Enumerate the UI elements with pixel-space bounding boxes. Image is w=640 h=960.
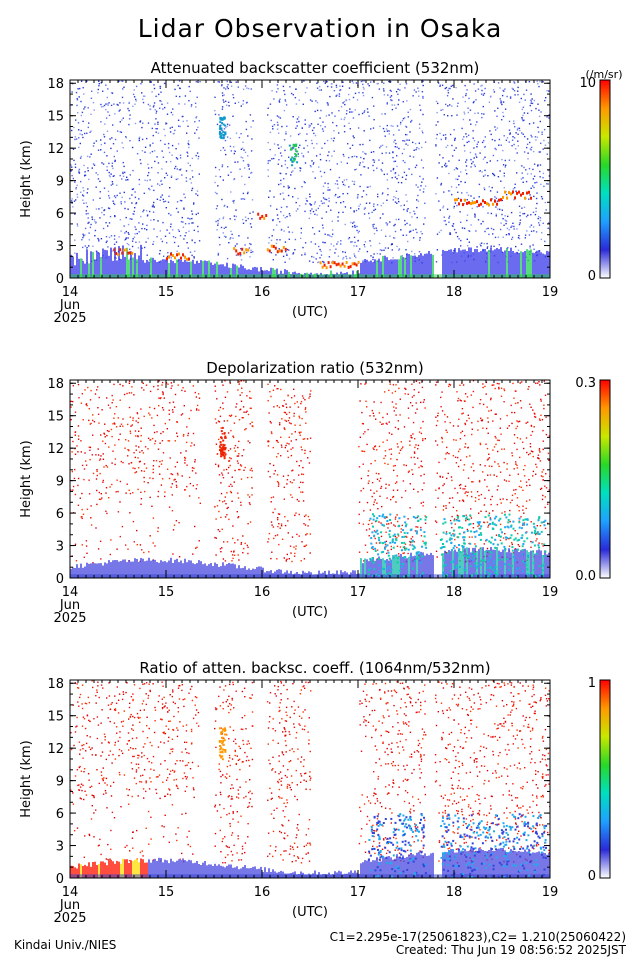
y-tick-label: 15 (47, 710, 64, 725)
y-tick-label: 0 (56, 572, 64, 587)
x-tick-label: 18 (446, 285, 463, 300)
y-tick-label: 18 (47, 377, 64, 392)
x-tick-label: 16 (254, 885, 271, 900)
x-tick-label: 16 (254, 285, 271, 300)
y-tick-label: 3 (56, 540, 64, 555)
x-tick-label: 19 (542, 885, 559, 900)
x-axis-title: (UTC) (292, 605, 328, 620)
aerosol-layer (218, 727, 548, 878)
colorbar (599, 379, 611, 579)
y-tick-label: 0 (56, 272, 64, 287)
y-tick-label: 12 (47, 742, 64, 757)
panel-title: Ratio of atten. backsc. coeff. (1064nm/5… (139, 659, 490, 677)
colorbar (599, 679, 611, 879)
colorbar-bottom-label: 0 (588, 869, 596, 884)
x-tick-label: 15 (158, 885, 175, 900)
x-tick-label: 14 (62, 285, 79, 300)
y-tick-label: 6 (56, 507, 64, 522)
panel-3: Ratio of atten. backsc. coeff. (1064nm/5… (19, 659, 611, 926)
x-tick-label: 18 (446, 885, 463, 900)
x-year-label: 2025 (53, 911, 86, 926)
y-tick-label: 18 (47, 677, 64, 692)
x-tick-label: 15 (158, 285, 175, 300)
y-tick-label: 18 (47, 77, 64, 92)
noise-layer (70, 380, 550, 564)
y-tick-label: 12 (47, 142, 64, 157)
plot-area (70, 80, 550, 278)
boundary-layer (70, 244, 550, 278)
x-year-label: 2025 (53, 311, 86, 326)
x-tick-label: 14 (62, 585, 79, 600)
x-tick-label: 17 (350, 585, 367, 600)
y-tick-label: 15 (47, 110, 64, 125)
x-axis-title: (UTC) (292, 905, 328, 920)
y-tick-label: 6 (56, 207, 64, 222)
y-tick-label: 9 (56, 175, 64, 190)
colorbar-bottom-label: 0.0 (575, 569, 596, 584)
y-tick-label: 12 (47, 442, 64, 457)
x-month-label: Jun (59, 598, 80, 613)
colorbar (599, 79, 611, 279)
calibration-text: C1=2.295e-17(25061823),C2= 1.210(2506042… (329, 930, 626, 944)
panel-title: Attenuated backscatter coefficient (532n… (151, 59, 480, 77)
x-year-label: 2025 (53, 611, 86, 626)
y-tick-label: 3 (56, 840, 64, 855)
panel-2: Depolarization ratio (532nm) 0 3 6 9 12 15 18 14… (19, 359, 611, 626)
x-tick-label: 19 (542, 585, 559, 600)
y-tick-label: 3 (56, 240, 64, 255)
plot-area (70, 380, 550, 578)
x-axis-title: (UTC) (292, 305, 328, 320)
credit-text: Kindai Univ./NIES (14, 938, 117, 952)
x-tick-label: 17 (350, 885, 367, 900)
panel-1: Attenuated backscatter coefficient (532n… (19, 59, 622, 326)
aerosol-layer (219, 426, 547, 578)
y-axis-title: Height (km) (19, 140, 34, 217)
colorbar-bottom-label: 0 (588, 269, 596, 284)
boundary-layer (70, 847, 550, 878)
colorbar-unit-label: (/m/sr) (586, 68, 623, 81)
x-tick-label: 16 (254, 585, 271, 600)
x-tick-label: 18 (446, 585, 463, 600)
y-tick-label: 0 (56, 872, 64, 887)
created-timestamp: Created: Thu Jun 19 08:56:52 2025JST (395, 943, 626, 957)
x-tick-label: 19 (542, 285, 559, 300)
y-axis-title: Height (km) (19, 440, 34, 517)
y-tick-label: 15 (47, 410, 64, 425)
y-tick-label: 6 (56, 807, 64, 822)
noise-layer (70, 680, 550, 864)
colorbar-top-label: 0.3 (575, 376, 596, 391)
colorbar-top-label: 10 (579, 76, 596, 91)
x-tick-label: 15 (158, 585, 175, 600)
colorbar-top-label: 1 (588, 676, 596, 691)
x-month-label: Jun (59, 298, 80, 313)
plot-background (70, 380, 550, 578)
panel-title: Depolarization ratio (532nm) (206, 359, 424, 377)
cloud-layer (113, 116, 532, 270)
page-title: Lidar Observation in Osaka (137, 14, 503, 43)
plot-background (70, 80, 550, 278)
y-tick-label: 9 (56, 475, 64, 490)
y-axis-title: Height (km) (19, 740, 34, 817)
x-tick-label: 17 (350, 285, 367, 300)
plot-area (70, 680, 550, 878)
x-tick-label: 14 (62, 885, 79, 900)
y-tick-label: 9 (56, 775, 64, 790)
x-month-label: Jun (59, 898, 80, 913)
